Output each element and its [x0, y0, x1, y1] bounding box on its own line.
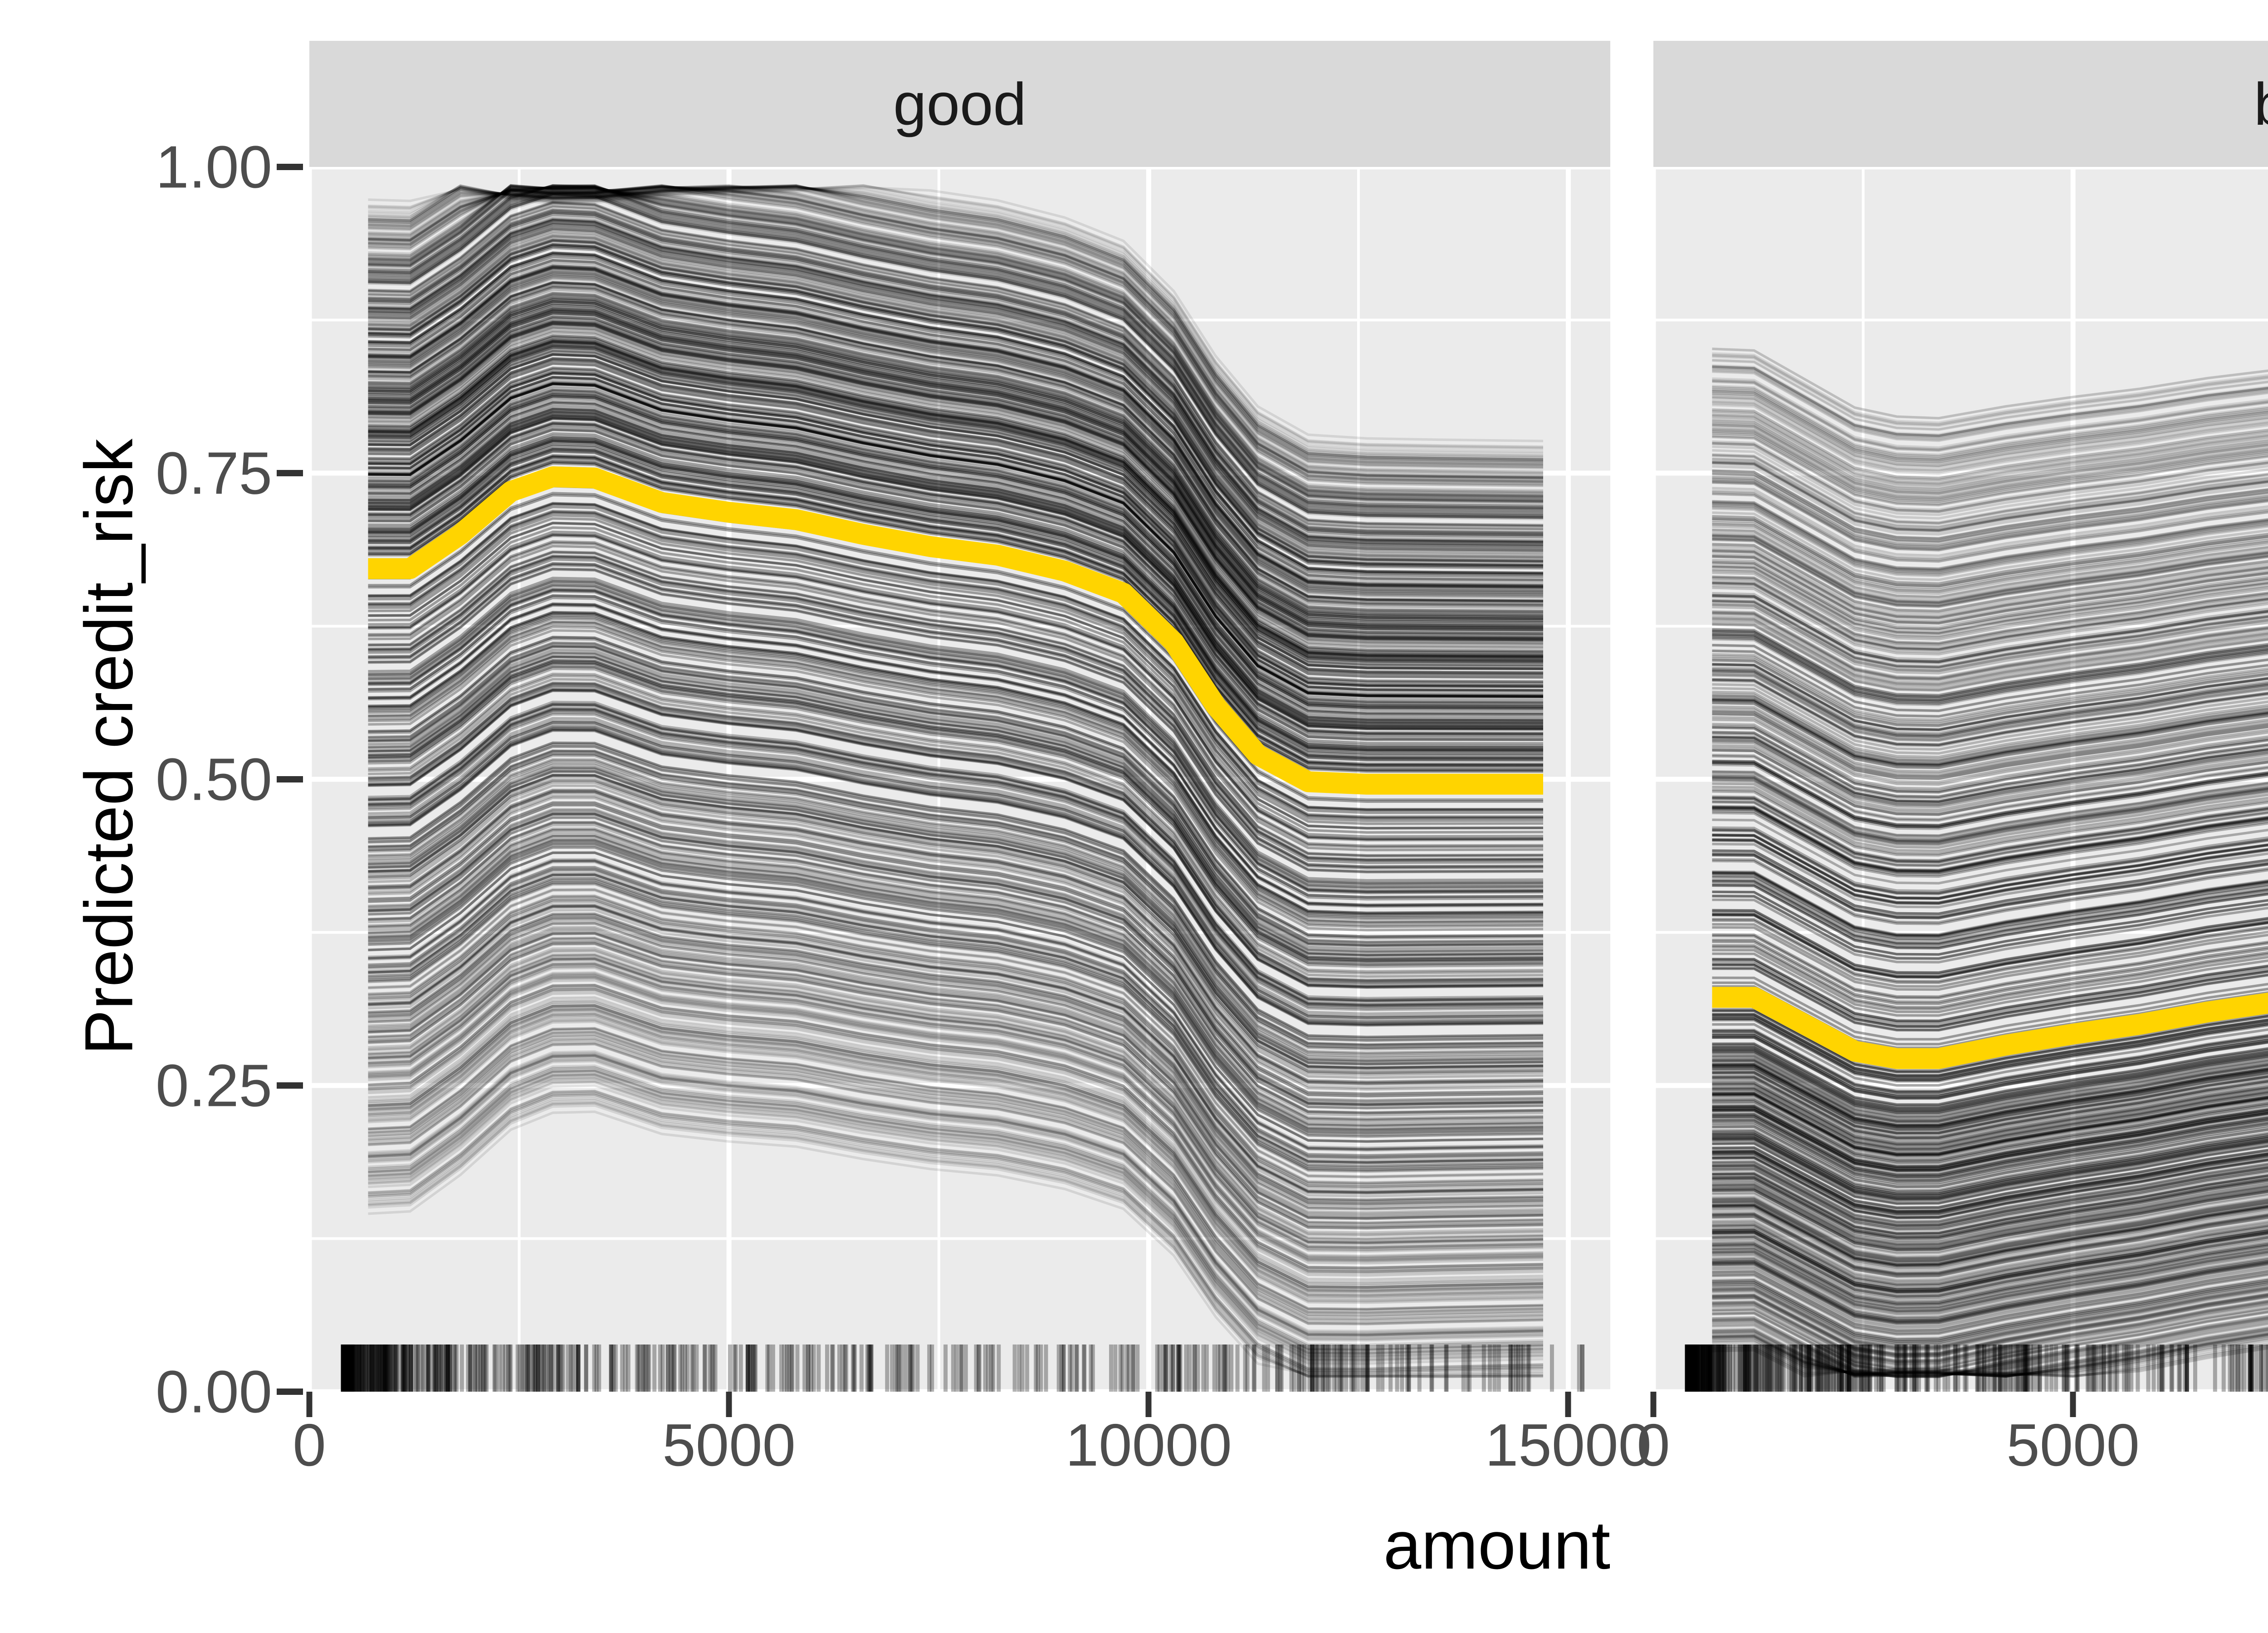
ice-curves: [368, 184, 1544, 1379]
x-tick-mark: [1650, 1392, 1657, 1417]
y-axis: 0.00 0.25 0.50 0.75 1.00: [0, 0, 303, 1633]
x-axis-title: amount: [1383, 1507, 1611, 1583]
plot-area: [1653, 167, 2268, 1392]
y-tick-mark: [277, 1389, 303, 1395]
facet-strip-label-good: good: [893, 70, 1026, 137]
x-tick-mark: [1565, 1392, 1571, 1417]
x-tick-label: 10000: [1065, 1412, 1232, 1478]
pdp-average-line: [1712, 987, 2268, 1069]
y-tick-label: 0.00: [156, 1358, 272, 1425]
x-tick-mark: [2070, 1392, 2076, 1417]
y-tick-mark: [277, 164, 303, 170]
x-tick-mark: [726, 1392, 732, 1417]
gridlines: [1653, 167, 2268, 1392]
x-tick-label: 0: [1637, 1412, 1670, 1478]
y-tick-label: 0.50: [156, 746, 272, 813]
x-tick-label: 5000: [2006, 1412, 2140, 1478]
y-tick-mark: [277, 1082, 303, 1089]
y-tick-mark: [277, 470, 303, 476]
facet-strip-good: good: [309, 41, 1610, 167]
panel-good: [309, 167, 1610, 1392]
panel-bad: [1653, 167, 2268, 1392]
y-tick-label: 0.75: [156, 440, 272, 507]
x-tick-label: 0: [293, 1412, 326, 1478]
facet-strip-label-bad: bad: [2254, 70, 2268, 138]
gridlines: [309, 167, 1610, 1392]
y-tick-mark: [277, 776, 303, 782]
rug-marks: [1685, 1345, 2268, 1392]
plot-area: [309, 167, 1610, 1392]
x-tick-label: 5000: [662, 1412, 796, 1478]
x-tick-mark: [1145, 1392, 1152, 1417]
pdp-average-line: [368, 466, 1543, 795]
facet-strip-bad: bad: [1653, 41, 2268, 167]
x-tick-label: 15000: [1485, 1412, 1652, 1478]
y-tick-label: 1.00: [156, 133, 272, 200]
x-tick-mark: [306, 1392, 313, 1417]
rug-marks: [341, 1345, 1585, 1392]
y-tick-label: 0.25: [156, 1052, 272, 1119]
ice-curves: [1712, 347, 2268, 1379]
